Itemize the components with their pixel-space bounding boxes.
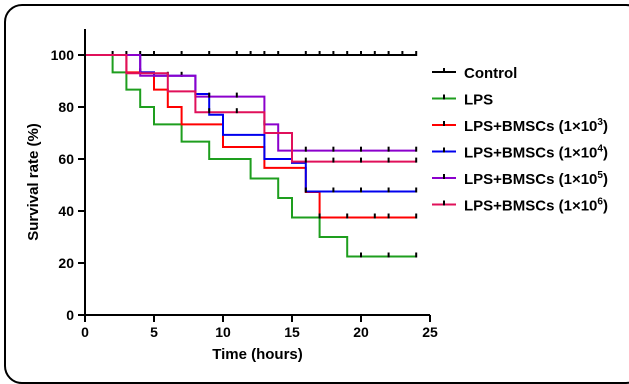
- y-axis-title: Survival rate (%): [25, 123, 42, 241]
- y-tick-label: 40: [58, 203, 74, 219]
- y-tick-label: 80: [58, 99, 74, 115]
- survival-chart: 0 5 10 15 20 25 0 20 40 60 80 100 Time (hours) Sur…: [25, 29, 608, 363]
- x-tick-label: 25: [422, 324, 438, 340]
- x-tick-label: 0: [81, 324, 89, 340]
- y-ticks: 0 20 40 60 80 100: [51, 47, 85, 323]
- y-tick-label: 60: [58, 151, 74, 167]
- x-axis-title: Time (hours): [212, 346, 303, 363]
- y-tick-label: 100: [51, 47, 75, 63]
- axes: [84, 29, 430, 316]
- x-tick-label: 5: [150, 324, 158, 340]
- legend-label: LPS+BMSCs (1×104): [464, 144, 608, 162]
- legend: Control LPS LPS+BMSCs (1×103) LPS+BMSCs (1×…: [432, 65, 608, 215]
- series-line-5: [85, 54, 417, 163]
- x-ticks: 0 5 10 15 20 25: [81, 315, 438, 340]
- series-line-1: [85, 54, 417, 258]
- series-line-2: [85, 54, 417, 219]
- legend-label: LPS+BMSCs (1×105): [464, 170, 608, 188]
- x-tick-label: 20: [353, 324, 369, 340]
- series-line-4: [85, 54, 417, 152]
- legend-label: LPS+BMSCs (1×106): [464, 197, 608, 215]
- y-tick-label: 0: [66, 307, 74, 323]
- legend-label: Control: [464, 65, 517, 82]
- x-tick-label: 15: [284, 324, 300, 340]
- y-tick-label: 20: [58, 255, 74, 271]
- legend-label: LPS: [464, 92, 493, 109]
- legend-label: LPS+BMSCs (1×103): [464, 117, 608, 135]
- x-tick-label: 10: [215, 324, 231, 340]
- plot-lines: [85, 51, 418, 258]
